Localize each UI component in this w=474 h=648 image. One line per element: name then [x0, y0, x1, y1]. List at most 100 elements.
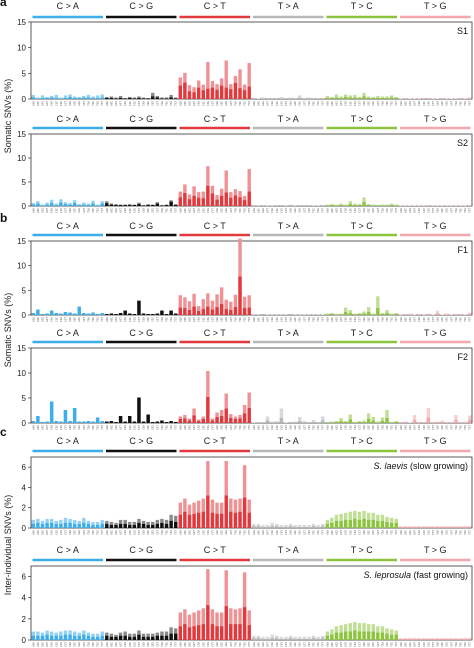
bar-shared [54, 97, 58, 99]
context-tick-label: GCA [215, 101, 219, 106]
context-tick-label: GCT [376, 530, 380, 535]
bar-shared [389, 634, 394, 640]
context-tick-label: TCA [380, 101, 384, 106]
bar-shared [91, 421, 95, 423]
bar-total [169, 627, 173, 640]
bar-shared [380, 520, 385, 528]
bar-shared [408, 526, 412, 528]
context-tick-label: CCT [210, 101, 214, 106]
bar-total [279, 524, 284, 528]
context-tick-label: ACA [31, 530, 35, 535]
context-tick-label: CCA [270, 101, 274, 106]
context-tick-label: TCA [86, 642, 90, 647]
context-tick-label: GCC [367, 101, 371, 106]
context-tick-label: ACT [413, 101, 417, 106]
bar-shared [431, 526, 435, 528]
context-tick-label: ACA [325, 101, 329, 106]
bar-total [366, 307, 371, 315]
context-tick-label: CCA [417, 425, 421, 430]
context-tick-label: TCG [243, 317, 247, 322]
context-tick-label: ACT [266, 425, 270, 430]
bar-shared [109, 313, 114, 315]
context-tick-label: CCT [63, 530, 67, 535]
bar-shared [256, 422, 261, 423]
bar-shared [45, 97, 49, 99]
context-tick-label: GCG [151, 642, 155, 647]
context-tick-label: ACC [109, 317, 113, 322]
context-tick-label: ACG [187, 530, 191, 535]
bar-total [31, 94, 35, 99]
context-tick-label: GCA [215, 317, 219, 322]
bar-total [242, 572, 247, 640]
bar-shared [380, 97, 385, 99]
bar-shared [72, 635, 77, 640]
bar-shared [270, 422, 274, 423]
context-tick-label: ACC [330, 642, 334, 647]
context-tick-label: ACC [109, 530, 113, 535]
context-tick-label: GCG [77, 425, 81, 430]
context-tick-label: TCG [96, 208, 100, 213]
context-tick-label: CCG [206, 530, 210, 535]
context-tick-label: ACT [119, 317, 123, 322]
bar-shared [422, 98, 426, 99]
bar-shared [431, 422, 435, 423]
context-tick-label: TCT [321, 101, 325, 106]
context-tick-label: CCA [344, 642, 348, 647]
context-tick-label: TCT [174, 101, 178, 106]
bar-shared [187, 514, 192, 528]
context-tick-label: GCT [155, 530, 159, 535]
context-tick-label: ACA [105, 530, 109, 535]
context-tick-label: TCG [390, 101, 394, 106]
context-tick-label: ACC [256, 425, 260, 430]
bar-shared [118, 635, 123, 640]
context-tick-label: GCC [220, 530, 224, 535]
context-tick-label: GCA [436, 425, 440, 430]
bar-shared [54, 205, 58, 206]
bar-shared [137, 204, 141, 206]
context-tick-label: CCG [426, 425, 430, 430]
context-tick-label: ACC [183, 317, 187, 322]
bar-total [463, 98, 467, 99]
context-tick-label: ACA [252, 317, 256, 322]
context-tick-label: CCG [279, 642, 283, 647]
bar-shared [59, 313, 63, 315]
panel-title: F1 [457, 245, 468, 255]
context-tick-label: GCA [215, 530, 219, 535]
bar-shared [353, 97, 357, 99]
context-tick-label: TCT [174, 642, 178, 647]
context-tick-label: TCA [454, 208, 458, 213]
bar-shared [389, 522, 394, 528]
bar-shared [54, 635, 58, 640]
bar-shared [128, 524, 132, 528]
y-tick-label: 0 [22, 419, 27, 428]
bar-total [293, 636, 297, 640]
bar-shared [265, 420, 270, 423]
bar-total [408, 313, 412, 315]
context-tick-label: CCC [128, 101, 132, 106]
bar-shared [123, 523, 127, 528]
bar-shared [91, 203, 95, 206]
context-tick-label: ACG [408, 317, 412, 322]
context-tick-label: CCA [417, 208, 421, 213]
context-tick-label: GCG [77, 642, 81, 647]
bar-shared [307, 638, 311, 640]
bar-shared [141, 421, 146, 423]
bar-shared [123, 310, 127, 315]
bar-shared [196, 311, 201, 315]
context-tick-label: CCT [63, 425, 67, 430]
category-label: C > A [57, 114, 79, 124]
plot-frame [30, 133, 473, 207]
bar-total [288, 204, 293, 206]
bar-shared [95, 524, 100, 528]
context-tick-label: CCA [50, 642, 54, 647]
context-tick-label: GCA [436, 101, 440, 106]
bar-shared [362, 631, 366, 640]
y-tick-label: 0 [22, 95, 27, 104]
bar-total [49, 199, 54, 206]
category-label: C > A [57, 545, 79, 555]
context-tick-label: GCG [77, 317, 81, 322]
bar-shared [210, 309, 215, 315]
bar-shared [40, 314, 45, 315]
bar-shared [31, 421, 35, 423]
context-tick-label: GCG [151, 425, 155, 430]
